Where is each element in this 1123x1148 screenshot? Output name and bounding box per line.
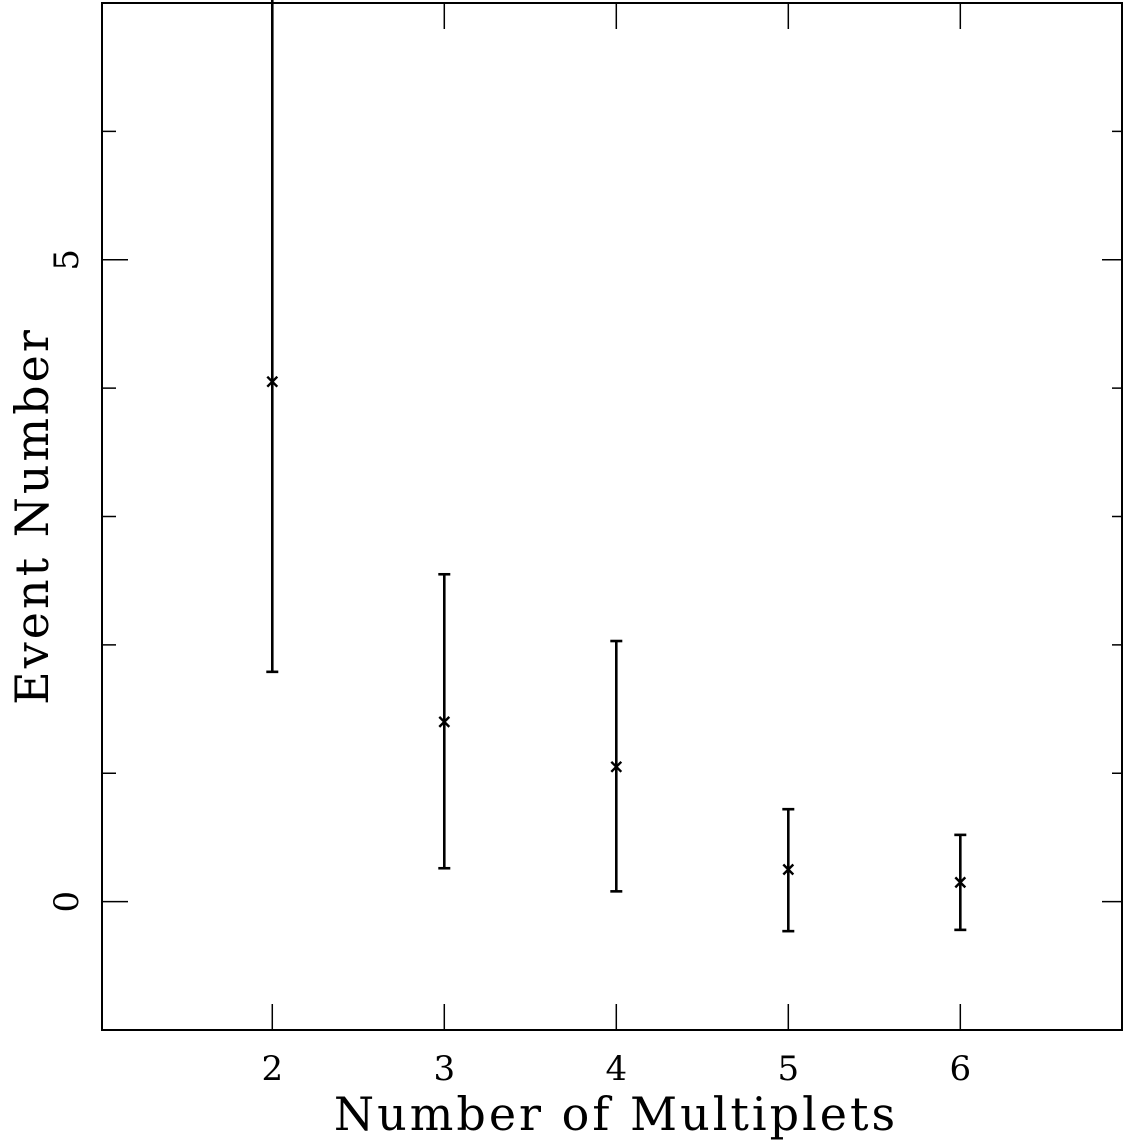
data-point-marker [438, 716, 451, 728]
y-tick-label: 5 [47, 249, 87, 271]
y-axis-title: Event Number [5, 327, 59, 705]
data-point-marker [610, 760, 623, 773]
data-marks [266, 0, 967, 933]
x-tick-label: 6 [949, 1049, 971, 1089]
x-tick-label: 2 [261, 1049, 283, 1089]
tick-labels: 2 3 4 5 6 0 5 [47, 249, 971, 1089]
x-tick-label: 3 [433, 1049, 455, 1089]
plot-frame [101, 2, 1123, 1031]
data-point-marker [266, 375, 279, 388]
data-point-marker [782, 863, 795, 876]
y-tick-label: 0 [47, 891, 87, 913]
x-tick-label: 4 [605, 1049, 627, 1089]
x-tick-label: 5 [777, 1049, 799, 1089]
axis-ticks [102, 3, 1122, 1030]
x-axis-title: Number of Multiplets [334, 1087, 898, 1141]
data-point-marker [954, 876, 967, 889]
